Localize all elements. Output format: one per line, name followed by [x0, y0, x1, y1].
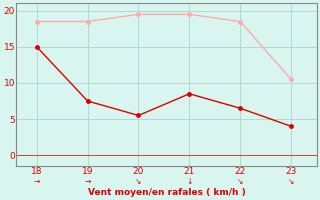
Text: ↘: ↘: [237, 177, 244, 186]
Text: →: →: [34, 177, 40, 186]
Text: ↓: ↓: [186, 177, 193, 186]
Text: ↘: ↘: [288, 177, 294, 186]
Text: →: →: [84, 177, 91, 186]
Text: ↘: ↘: [135, 177, 142, 186]
X-axis label: Vent moyen/en rafales ( km/h ): Vent moyen/en rafales ( km/h ): [88, 188, 245, 197]
